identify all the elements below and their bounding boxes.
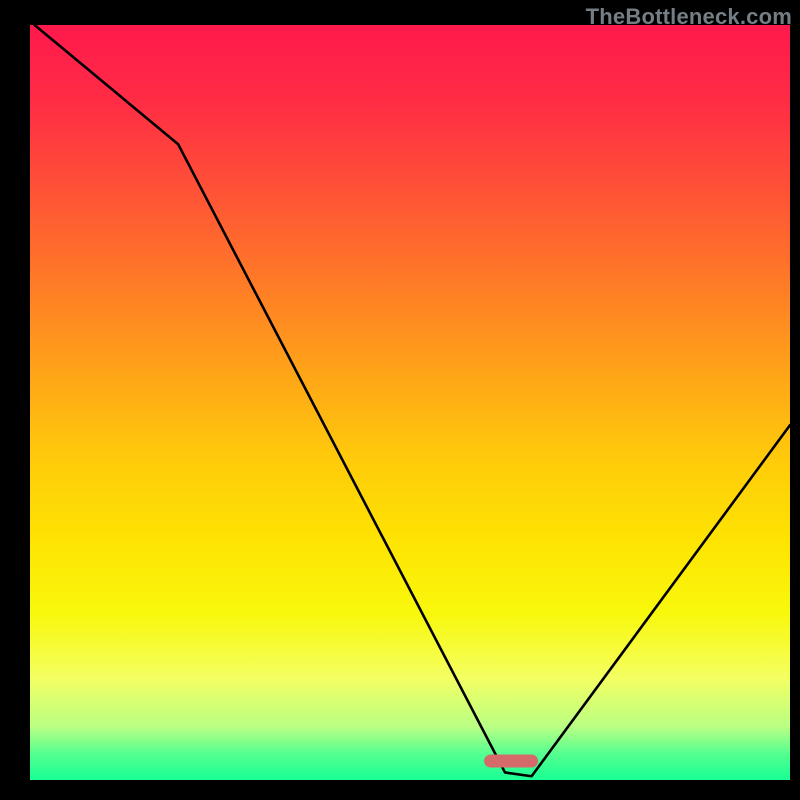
plot-background — [30, 25, 790, 780]
bottleneck-curve-chart — [0, 0, 800, 800]
optimal-range-marker — [484, 755, 538, 768]
watermark-text: TheBottleneck.com — [586, 4, 792, 30]
chart-stage: TheBottleneck.com — [0, 0, 800, 800]
